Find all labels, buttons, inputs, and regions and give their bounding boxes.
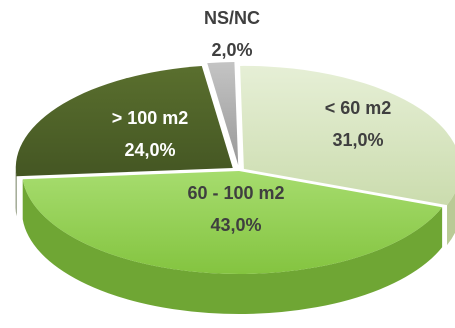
pie-slice-side <box>447 192 455 246</box>
pie-slice-side <box>15 168 17 217</box>
slice-category-label: > 100 m2 <box>112 108 189 128</box>
slice-value-label: 43,0% <box>210 215 261 235</box>
slice-category-label: NS/NC <box>204 8 260 28</box>
pie-slice <box>207 62 239 166</box>
pie-slice-side <box>22 179 443 314</box>
slice-value-label: 31,0% <box>332 130 383 150</box>
pie-slice <box>15 66 233 177</box>
slice-value-label: 24,0% <box>124 140 175 160</box>
pie-slice <box>240 65 455 206</box>
pie-slice <box>22 171 443 274</box>
slice-category-label: 60 - 100 m2 <box>187 183 284 203</box>
slice-value-label: 2,0% <box>211 40 252 60</box>
slice-category-label: < 60 m2 <box>325 98 392 118</box>
